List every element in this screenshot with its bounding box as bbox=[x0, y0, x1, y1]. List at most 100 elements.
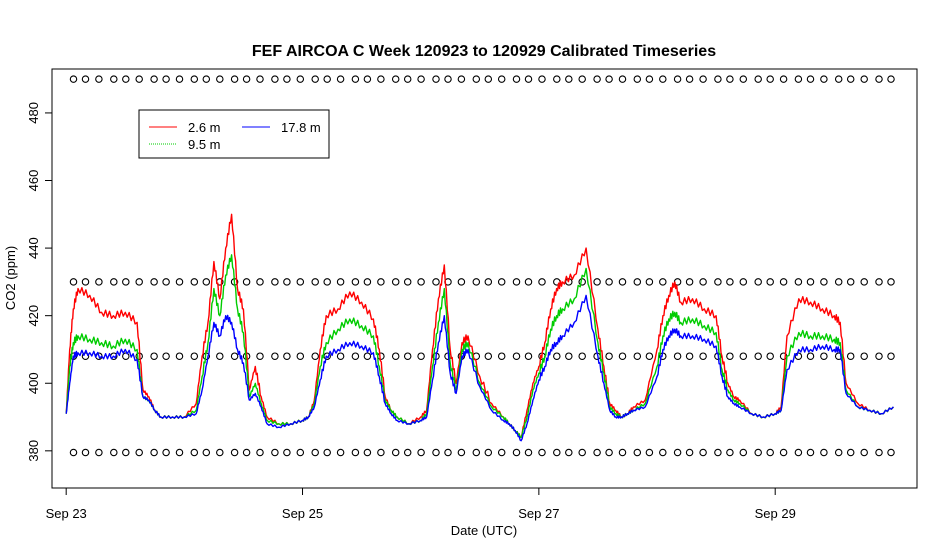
marker-row0-point bbox=[95, 75, 103, 83]
marker-row3-point bbox=[403, 448, 412, 457]
marker-row2-point bbox=[336, 352, 345, 360]
marker-row3-point bbox=[256, 448, 264, 457]
marker-row1-point bbox=[363, 278, 372, 286]
marker-row0-point bbox=[714, 75, 722, 83]
marker-row2-point bbox=[271, 352, 279, 360]
marker-row0-point bbox=[875, 75, 883, 83]
y-tick-label: 460 bbox=[26, 170, 41, 192]
marker-row0-point bbox=[110, 75, 118, 83]
marker-row0-point bbox=[190, 75, 199, 83]
marker-row0-point bbox=[645, 75, 654, 83]
marker-row3-point bbox=[377, 448, 385, 457]
marker-row1-point bbox=[391, 278, 400, 286]
marker-row1-point bbox=[323, 278, 331, 286]
marker-row2-point bbox=[685, 352, 694, 360]
marker-row3-point bbox=[553, 448, 561, 457]
marker-row3-point bbox=[323, 448, 331, 457]
marker-row0-point bbox=[565, 75, 573, 83]
marker-row0-point bbox=[484, 75, 493, 83]
y-tick-label: 420 bbox=[26, 305, 41, 327]
marker-row0-point bbox=[673, 75, 682, 83]
x-axis: Sep 23 Sep 25 Sep 27 Sep 29 bbox=[46, 487, 796, 521]
marker-row3-point bbox=[484, 448, 493, 457]
marker-row0-point bbox=[766, 75, 774, 83]
marker-row0-point bbox=[122, 75, 130, 83]
marker-row0-point bbox=[553, 75, 561, 83]
marker-row0-point bbox=[336, 75, 345, 83]
marker-row1-point bbox=[820, 278, 828, 286]
marker-row3-point bbox=[457, 448, 466, 457]
marker-row2-point bbox=[754, 352, 762, 360]
marker-row3-point bbox=[472, 448, 481, 457]
marker-row1-point bbox=[271, 278, 279, 286]
marker-row2-point bbox=[524, 352, 533, 360]
marker-row1-point bbox=[336, 278, 345, 286]
marker-row2-point bbox=[605, 352, 613, 360]
marker-row1-point bbox=[887, 278, 895, 286]
marker-row3-point bbox=[202, 448, 211, 457]
marker-row0-point bbox=[739, 75, 748, 83]
marker-row3-point bbox=[230, 448, 239, 457]
marker-row2-point bbox=[497, 352, 506, 360]
series-line-9-5-m bbox=[65, 254, 894, 439]
marker-row0-point bbox=[81, 75, 90, 83]
marker-row3-point bbox=[444, 448, 452, 457]
marker-row1-point bbox=[834, 278, 843, 286]
marker-row0-point bbox=[497, 75, 506, 83]
marker-row3-point bbox=[618, 448, 627, 457]
marker-row2-point bbox=[633, 352, 642, 360]
marker-row2-point bbox=[311, 352, 319, 360]
y-tick-label: 440 bbox=[26, 237, 41, 259]
marker-row2-point bbox=[162, 352, 170, 360]
marker-row0-point bbox=[794, 75, 803, 83]
marker-row3-point bbox=[81, 448, 90, 457]
marker-row0-point bbox=[754, 75, 762, 83]
marker-row1-point bbox=[457, 278, 466, 286]
marker-row3-point bbox=[336, 448, 345, 457]
marker-row3-point bbox=[766, 448, 774, 457]
marker-row2-point bbox=[806, 352, 815, 360]
marker-row3-point bbox=[659, 448, 667, 457]
marker-row0-point bbox=[296, 75, 305, 83]
marker-row1-point bbox=[593, 278, 601, 286]
marker-row3-point bbox=[726, 448, 734, 457]
marker-row1-point bbox=[403, 278, 412, 286]
series-line-17-8-m bbox=[65, 294, 894, 442]
y-axis: 380 400 420 440 460 480 bbox=[26, 102, 52, 462]
marker-row2-point bbox=[296, 352, 305, 360]
marker-row1-point bbox=[190, 278, 199, 286]
x-tick-label: Sep 25 bbox=[282, 506, 323, 521]
y-tick-label: 400 bbox=[26, 372, 41, 394]
marker-row1-point bbox=[472, 278, 481, 286]
marker-row0-point bbox=[150, 75, 158, 83]
marker-row1-point bbox=[605, 278, 613, 286]
marker-row2-point bbox=[860, 352, 868, 360]
marker-row1-point bbox=[135, 278, 143, 286]
marker-row1-point bbox=[779, 278, 788, 286]
marker-row2-point bbox=[377, 352, 385, 360]
marker-row0-point bbox=[162, 75, 170, 83]
legend-box bbox=[138, 109, 330, 159]
marker-row1-point bbox=[175, 278, 184, 286]
marker-row1-point bbox=[699, 278, 707, 286]
marker-row0-point bbox=[391, 75, 400, 83]
marker-row0-point bbox=[323, 75, 331, 83]
marker-row1-point bbox=[726, 278, 734, 286]
marker-row1-point bbox=[150, 278, 158, 286]
marker-row3-point bbox=[216, 448, 224, 457]
marker-row1-point bbox=[283, 278, 291, 286]
marker-row2-point bbox=[766, 352, 774, 360]
marker-row3-point bbox=[391, 448, 400, 457]
marker-row2-point bbox=[739, 352, 748, 360]
marker-row1-point bbox=[618, 278, 627, 286]
marker-row0-point bbox=[779, 75, 788, 83]
marker-row1-point bbox=[875, 278, 883, 286]
marker-row1-point bbox=[497, 278, 506, 286]
marker-row3-point bbox=[150, 448, 158, 457]
marker-row0-point bbox=[887, 75, 895, 83]
marker-row1-point bbox=[202, 278, 211, 286]
marker-row3-point bbox=[95, 448, 103, 457]
marker-row0-point bbox=[659, 75, 667, 83]
marker-row1-point bbox=[645, 278, 654, 286]
